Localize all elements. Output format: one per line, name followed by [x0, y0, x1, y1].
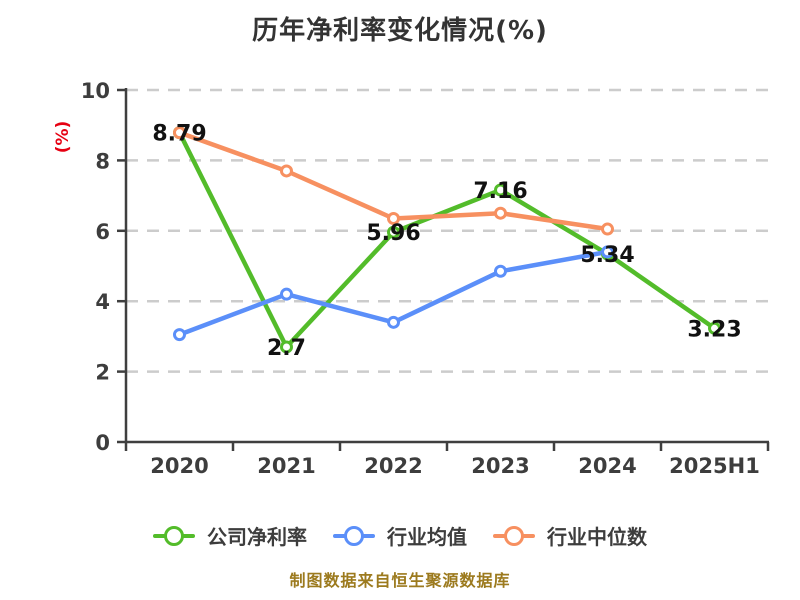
legend-circle-icon [344, 525, 364, 546]
industry-average-marker [494, 264, 507, 278]
company-net-margin-marker [280, 340, 293, 354]
chart-legend: 公司净利率 行业均值 行业中位数 [0, 521, 800, 550]
chart-title: 历年净利率变化情况(%) [252, 16, 548, 46]
y-tick-label: 2 [95, 361, 110, 385]
industry-median-marker [280, 164, 293, 178]
legend-label: 公司净利率 [207, 525, 307, 549]
data-label: 7.16 [473, 179, 527, 204]
data-label: 3.23 [687, 317, 741, 342]
y-tick-label: 10 [81, 79, 110, 103]
y-tick-label: 8 [95, 149, 110, 173]
x-category-label: 2020 [150, 454, 208, 478]
industry-median-marker [387, 211, 400, 225]
industry-average-marker [280, 287, 293, 301]
data-labels-group: 8.79 2.7 5.96 7.16 5.34 3.23 [152, 122, 741, 361]
legend-marker-industry-median [493, 525, 535, 546]
company-net-margin-marker [708, 321, 721, 335]
data-label: 2.7 [267, 336, 306, 361]
data-label: 5.34 [580, 243, 634, 268]
legend-item-industry-median[interactable]: 行业中位数 [493, 521, 647, 550]
company-net-margin-line [177, 130, 717, 350]
legend-label: 行业中位数 [547, 525, 647, 549]
legend-item-industry-average[interactable]: 行业均值 [333, 521, 467, 550]
industry-median-marker [601, 222, 614, 236]
legend-label: 行业均值 [387, 525, 467, 549]
x-category-label: 2025H1 [669, 454, 760, 478]
industry-average-marker [601, 245, 614, 259]
industry-median-marker [494, 206, 507, 220]
gridlines-group [126, 88, 770, 373]
x-category-label: 2021 [257, 454, 315, 478]
y-tick-label: 4 [95, 290, 110, 314]
industry-median-marker [173, 126, 186, 140]
company-net-margin-marker [387, 225, 400, 239]
legend-item-company-net-margin[interactable]: 公司净利率 [153, 521, 307, 550]
industry-average-marker [387, 315, 400, 329]
y-tick-label: 0 [95, 431, 110, 455]
legend-marker-company-net-margin [153, 525, 195, 546]
axes-group [117, 88, 770, 451]
data-source-note: 制图数据来自恒生聚源数据库 [289, 571, 511, 590]
data-label: 8.79 [152, 122, 206, 147]
legend-circle-icon [164, 525, 184, 546]
series-markers-group [173, 126, 721, 354]
x-category-label: 2022 [364, 454, 422, 478]
series-lines-group [177, 130, 717, 350]
industry-average-marker [173, 328, 186, 342]
axis-labels-group: 0 2 4 6 8 10 2020 2021 2022 2023 2024 2025H1 [81, 79, 760, 478]
company-net-margin-marker [494, 183, 507, 197]
legend-circle-icon [504, 525, 524, 546]
legend-marker-industry-average [333, 525, 375, 546]
y-tick-label: 6 [95, 220, 110, 244]
data-label: 5.96 [366, 221, 420, 246]
x-category-label: 2023 [471, 454, 529, 478]
x-category-label: 2024 [578, 454, 636, 478]
